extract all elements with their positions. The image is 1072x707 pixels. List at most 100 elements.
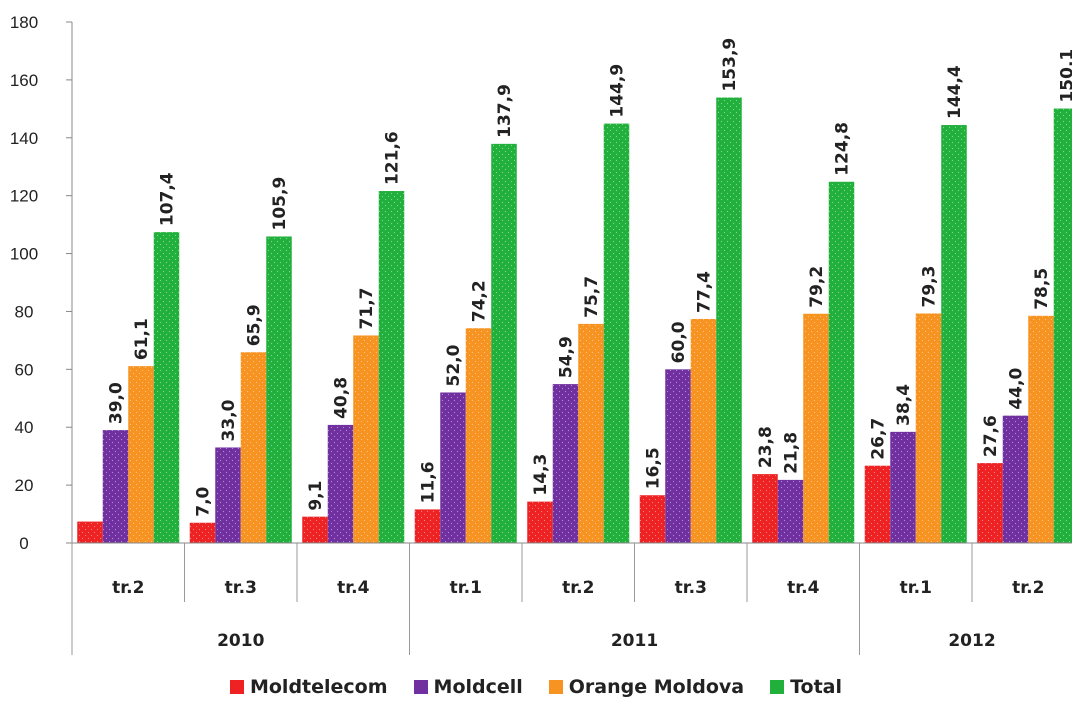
bar-texture [378, 191, 405, 543]
legend-label: Moldcell [433, 676, 523, 698]
legend-label: Orange Moldova [568, 676, 745, 698]
data-label: 153,9 [720, 38, 740, 92]
data-label: 74,2 [470, 280, 490, 322]
bar-texture [716, 97, 742, 544]
x-category-label: tr.1 [450, 578, 482, 598]
bar-texture [266, 236, 292, 543]
data-label: 144,4 [945, 65, 965, 119]
bar-texture [977, 463, 1003, 543]
bar-texture [77, 521, 103, 543]
bar-texture [665, 369, 691, 543]
bar-texture [690, 318, 717, 543]
x-axis: tr.2 tr.3 tr.4 tr.1 tr.2 tr.3 tr.4 tr.1 tr.2 2010… [71, 542, 1072, 655]
x-group-label: 2010 [217, 631, 264, 651]
legend-swatch [770, 680, 785, 694]
data-label: 79,3 [920, 266, 940, 308]
data-label: 61,1 [132, 318, 152, 360]
data-label: 71,7 [357, 288, 377, 330]
data-label: 39,0 [107, 382, 127, 424]
bar-texture [639, 495, 666, 543]
data-label: 33,0 [219, 399, 239, 441]
x-category-label: tr.1 [900, 578, 932, 598]
x-category-label: tr.4 [787, 578, 820, 598]
bar-texture [189, 522, 216, 543]
bar-texture [302, 516, 328, 543]
x-category-label: tr.2 [1012, 578, 1044, 598]
bar-texture [102, 430, 129, 543]
bar-texture [578, 323, 604, 543]
legend-swatch [413, 680, 428, 694]
data-label: 75,7 [582, 276, 602, 318]
x-group-label: 2011 [611, 631, 658, 651]
bar-texture [353, 335, 379, 543]
data-label: 11,6 [419, 461, 439, 503]
legend-item: Orange Moldova [548, 676, 745, 698]
bar-texture [803, 313, 829, 543]
bar-texture [890, 431, 916, 543]
legend-label: Total [790, 676, 843, 698]
bar-texture [864, 465, 891, 543]
x-category-label: tr.3 [225, 578, 257, 598]
data-label: 65,9 [245, 304, 265, 346]
legend-swatch [229, 680, 244, 694]
data-label: 44,0 [1007, 368, 1027, 410]
data-label: 27,6 [981, 415, 1001, 457]
data-label: 38,4 [894, 384, 914, 426]
bar-texture [153, 232, 180, 544]
data-label: 79,2 [807, 266, 827, 308]
y-tick-label: 120 [10, 187, 38, 206]
data-label: 21,8 [782, 432, 802, 474]
data-label: 7,0 [194, 486, 214, 516]
bar-texture [440, 392, 466, 543]
bar-texture [327, 424, 354, 543]
legend-label: Moldtelecom [249, 676, 388, 698]
x-group-label: 2012 [948, 631, 995, 651]
bar-chart: 0 20 40 60 80 100 120 140 160 180 39,0 61,1 107,4 7,… [10, 13, 1072, 655]
bar-texture [491, 143, 517, 543]
y-tick-label: 180 [10, 13, 38, 32]
y-tick-label: 80 [15, 302, 34, 321]
y-tick-label: 20 [15, 476, 34, 495]
y-tick-label: 0 [19, 534, 28, 553]
data-label: 105,9 [270, 177, 290, 231]
data-label: 14,3 [531, 454, 551, 496]
x-category-label: tr.2 [112, 578, 144, 598]
x-category-label: tr.2 [562, 578, 594, 598]
data-label: 52,0 [444, 344, 464, 386]
bar-texture [527, 501, 553, 543]
legend-item: Moldcell [413, 676, 523, 698]
x-category-label: tr.3 [675, 578, 707, 598]
bar-texture [552, 384, 579, 543]
bar-texture [465, 328, 492, 543]
x-category-label: tr.4 [337, 578, 370, 598]
bar-texture [941, 125, 967, 543]
data-label: 124,8 [833, 122, 853, 176]
y-tick-label: 140 [10, 129, 38, 148]
bar-texture [777, 479, 804, 543]
data-label: 150,1 [1058, 49, 1072, 103]
y-tick-label: 100 [10, 245, 38, 264]
data-label: 121,6 [383, 131, 403, 185]
y-tick-label: 60 [15, 360, 34, 379]
bar-texture [1028, 315, 1054, 543]
bar-texture [603, 123, 630, 543]
bar-texture [1053, 108, 1072, 544]
y-tick-label: 160 [10, 71, 38, 90]
data-label: 107,4 [158, 172, 178, 226]
legend-item: Moldtelecom [229, 676, 388, 698]
legend-swatch [548, 680, 563, 694]
y-axis: 0 20 40 60 80 100 120 140 160 180 [10, 13, 73, 553]
bar-texture [128, 366, 154, 543]
bar-texture [915, 313, 942, 543]
data-label: 78,5 [1032, 268, 1052, 310]
data-label: 54,9 [557, 336, 577, 378]
bar-texture [240, 352, 267, 543]
bar-texture [1002, 415, 1029, 543]
data-label: 9,1 [306, 481, 326, 511]
bar-texture [752, 474, 778, 543]
bar-texture [828, 181, 855, 544]
data-label: 77,4 [695, 271, 715, 313]
data-label: 144,9 [608, 64, 628, 118]
y-tick-label: 40 [15, 418, 34, 437]
data-label: 16,5 [644, 447, 664, 489]
